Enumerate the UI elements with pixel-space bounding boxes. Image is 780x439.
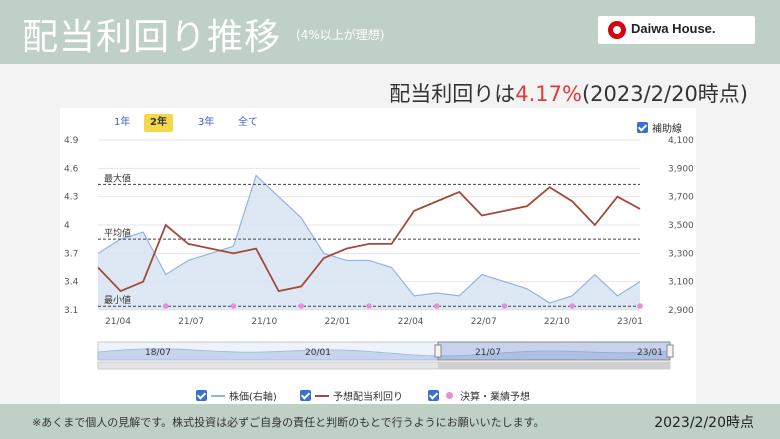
navigator-scrollbar-thumb — [438, 362, 670, 369]
axes: 3.1 3.4 3.7 4 4.3 4.6 4.9 2,900 3,100 3,300 3,500 3… — [64, 136, 694, 327]
navigator-series — [97, 348, 671, 361]
headline-prefix: 配当利回りは — [389, 82, 516, 106]
earnings-event-dot — [501, 303, 508, 309]
earnings-swatch — [446, 392, 453, 399]
yield-layer — [97, 186, 641, 293]
checkbox-icon — [300, 390, 311, 401]
checkbox-icon — [196, 390, 207, 401]
legend-item-yield[interactable]: 予想配当利回り — [300, 388, 403, 403]
reference-label: 最大値 — [104, 172, 131, 184]
chart-container: 1年 2年 3年 全て 補助線 最大値平均値最小値 3.1 3.4 3.7 4 4.3 4… — [60, 108, 696, 404]
y-left-tick-label: 4.3 — [64, 193, 78, 203]
range-button-2y[interactable]: 2年 — [144, 114, 173, 132]
y-left-tick-label: 4.6 — [64, 164, 79, 174]
y-left-tick-label: 4.9 — [64, 136, 79, 146]
logo-text: Daiwa House. — [631, 21, 716, 36]
as-of-date: 2023/2/20時点 — [654, 415, 754, 431]
checkbox-icon — [637, 122, 648, 133]
y-right-tick-label: 3,100 — [668, 278, 694, 288]
range-navigator[interactable]: 18/07 20/01 21/07 23/01 — [97, 341, 674, 370]
price-swatch — [211, 394, 225, 397]
range-button-3y[interactable]: 3年 — [198, 117, 215, 128]
y-right-tick-label: 2,900 — [668, 306, 694, 316]
navigator-selection — [437, 341, 671, 361]
navigator-handle-right — [666, 344, 674, 358]
page-title: 配当利回り推移 — [22, 17, 282, 58]
earnings-event-dot — [433, 303, 440, 309]
earnings-events — [162, 303, 643, 309]
legend-price-label: 株価(右軸) — [229, 392, 277, 403]
disclaimer: ※あくまで個人の見解です。株式投資は必ずご自身の責任と判断のもとで行うようにお願… — [32, 416, 545, 429]
x-tick-label: 21/10 — [251, 317, 277, 327]
y-left-tick-label: 3.4 — [64, 278, 79, 288]
y-left-tick-label: 3.7 — [64, 249, 78, 259]
x-tick-label: 22/01 — [324, 317, 350, 327]
range-button-all[interactable]: 全て — [238, 117, 258, 128]
headline-value: 4.17% — [515, 82, 582, 106]
y-left-tick-label: 4 — [64, 221, 70, 231]
range-button-1y[interactable]: 1年 — [114, 117, 131, 128]
earnings-event-dot — [637, 303, 643, 309]
y-right-tick-label: 3,900 — [668, 164, 694, 174]
yield-swatch — [315, 394, 329, 397]
price-series-line — [97, 174, 641, 304]
navigator-label: 23/01 — [637, 348, 663, 358]
navigator-handle-left — [434, 344, 442, 358]
x-tick-label: 23/01 — [617, 317, 643, 327]
x-tick-label: 22/10 — [544, 317, 570, 327]
legend-earnings-label: 決算・業績予想 — [460, 392, 530, 403]
content-panel: 配当利回りは4.17%(2023/2/20時点) 1年 2年 3年 全て 補助線… — [0, 64, 780, 404]
y-right-tick-label: 4,100 — [668, 136, 694, 146]
legend-item-price[interactable]: 株価(右軸) — [196, 388, 277, 403]
footer: ※あくまで個人の見解です。株式投資は必ずご自身の責任と判断のもとで行うようにお願… — [0, 404, 780, 439]
x-tick-label: 21/07 — [178, 317, 204, 327]
aux-line-label: 補助線 — [652, 124, 682, 135]
earnings-event-dot — [366, 303, 372, 309]
company-logo: Daiwa House. — [598, 16, 755, 44]
yield-headline: 配当利回りは4.17%(2023/2/20時点) — [389, 78, 748, 108]
x-tick-label: 21/04 — [105, 317, 131, 327]
y-right-tick-label: 3,700 — [668, 193, 694, 203]
navigator-label: 21/07 — [475, 348, 501, 358]
navigator-label: 18/07 — [145, 348, 171, 358]
logo-mark-icon — [608, 21, 626, 39]
legend: 株価(右軸) 予想配当利回り 決算・業績予想 — [0, 388, 780, 404]
reference-label: 最小値 — [104, 294, 131, 306]
price-fill — [98, 175, 640, 310]
earnings-event-dot — [569, 303, 576, 309]
yield-series-line — [97, 186, 641, 293]
earnings-event-dot — [162, 303, 169, 309]
headline-suffix: (2023/2/20時点) — [581, 82, 748, 106]
y-right-tick-label: 3,300 — [668, 249, 694, 259]
header: 配当利回り推移 (4%以上が理想) Daiwa House. — [0, 0, 780, 64]
earnings-event-dot — [298, 303, 305, 309]
legend-item-earnings[interactable]: 決算・業績予想 — [428, 388, 530, 403]
legend-yield-label: 予想配当利回り — [333, 392, 403, 403]
reference-label: 平均値 — [104, 227, 131, 239]
aux-line-toggle[interactable]: 補助線 — [637, 120, 682, 135]
checkbox-icon — [428, 390, 439, 401]
navigator-label: 20/01 — [305, 348, 331, 358]
earnings-event-dot — [230, 303, 237, 309]
x-tick-label: 22/04 — [398, 317, 424, 327]
price-area — [97, 174, 641, 310]
y-right-tick-label: 3,500 — [668, 221, 694, 231]
x-tick-label: 22/07 — [471, 317, 497, 327]
y-left-tick-label: 3.1 — [64, 306, 78, 316]
title-note: (4%以上が理想) — [296, 28, 385, 42]
